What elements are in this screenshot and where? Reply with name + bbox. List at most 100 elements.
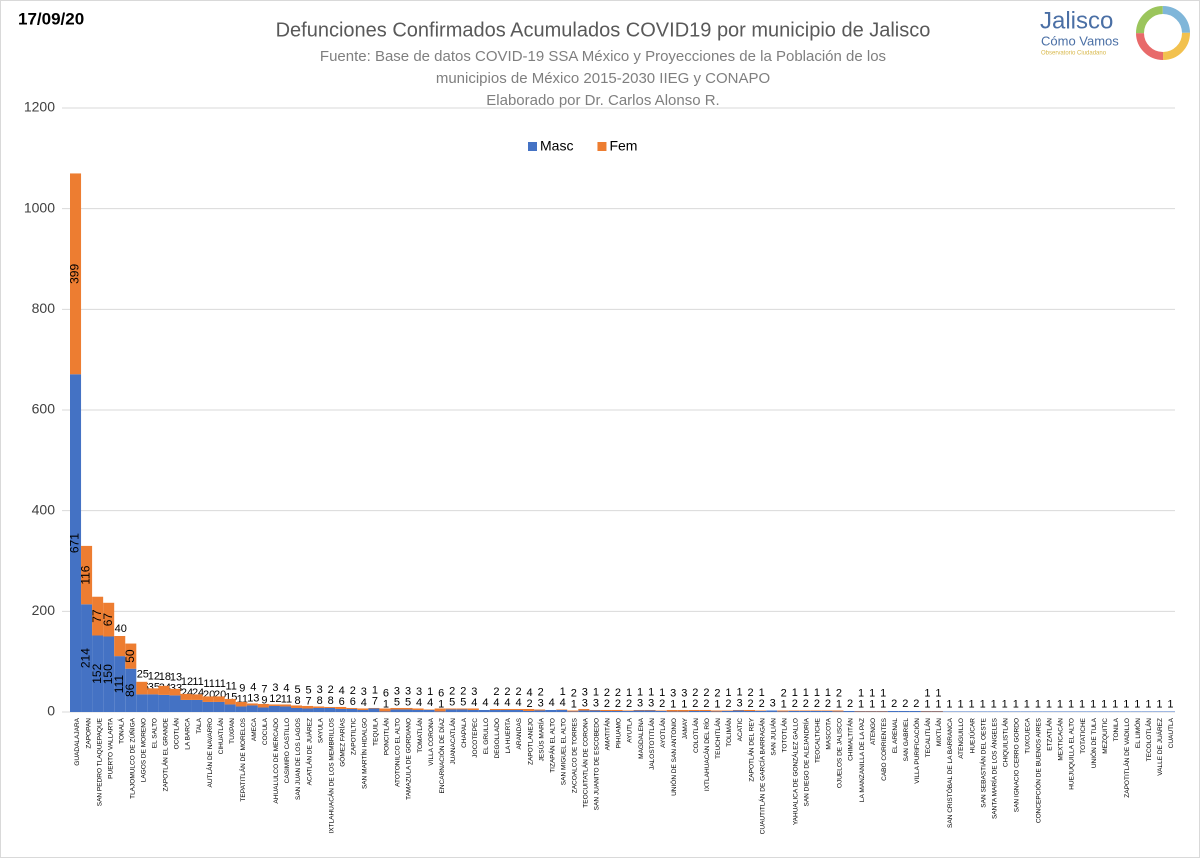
bar-segment <box>246 705 258 712</box>
x-tick-label: EL ARENAL <box>892 718 899 754</box>
x-tick-label: LA MANZANILLA DE LA PAZ <box>859 718 866 802</box>
value-label: 2 <box>328 684 334 696</box>
bar-segment <box>534 710 546 712</box>
bar-segment <box>81 545 93 605</box>
value-label: 4 <box>515 697 521 709</box>
value-label: 4 <box>493 697 499 709</box>
value-label: 50 <box>123 649 137 663</box>
logo-tagline: Cómo Vamos <box>1041 33 1119 48</box>
value-label: 1 <box>1057 698 1063 710</box>
y-tick-label: 200 <box>32 602 56 618</box>
value-label: 8 <box>317 695 323 707</box>
bar-segment <box>987 711 999 712</box>
value-label: 4 <box>560 697 566 709</box>
x-tick-label: SAN GABRIEL <box>903 718 910 762</box>
x-tick-label: GÓMEZ FARÍAS <box>337 717 346 766</box>
value-label: 6 <box>383 687 389 699</box>
bar-segment <box>180 693 192 700</box>
x-tick-label: ZAPOTLÁN DEL REY <box>746 717 755 781</box>
value-label: 2 <box>792 698 798 710</box>
x-tick-label: SAN IGNACIO CERRO GORDO <box>1013 718 1020 812</box>
value-label: 1 <box>969 698 975 710</box>
bar-segment <box>235 706 247 712</box>
bar-segment <box>279 706 291 712</box>
x-tick-label: SANTA MARÍA DE LOS ÁNGELES <box>989 717 998 819</box>
value-label: 1 <box>372 684 378 696</box>
bar-segment <box>202 701 214 712</box>
bar-segment <box>390 707 402 710</box>
x-tick-label: VALLE DE JUÁREZ <box>1155 718 1164 776</box>
bar-segment <box>876 711 888 712</box>
value-label: 2 <box>847 698 853 710</box>
x-tick-label: COCULA <box>262 717 269 745</box>
bar-segment <box>279 704 291 707</box>
value-label: 25 <box>137 669 149 681</box>
logo-ring <box>1136 6 1190 60</box>
bar-segment <box>257 707 269 712</box>
bar-segment <box>710 710 722 712</box>
bar-segment <box>467 708 479 710</box>
x-tick-label: JOCOTEPEC <box>472 718 479 758</box>
x-tick-label: IXTLAHUACÁN DE LOS MEMBRILLOS <box>326 717 335 833</box>
x-tick-label: TECALITLÁN <box>923 718 932 758</box>
value-label: 3 <box>770 697 776 709</box>
value-label: 13 <box>247 692 259 704</box>
x-tick-label: ETZATLÁN <box>1045 718 1054 751</box>
x-tick-label: SAN DIEGO DE ALEJANDRÍA <box>802 717 811 806</box>
x-tick-label: IXTLAHUACÁN DEL RÍO <box>702 718 711 791</box>
x-tick-label: CABO CORRIENTES <box>881 717 888 781</box>
value-label: 2 <box>759 698 765 710</box>
y-tick-label: 600 <box>32 401 56 417</box>
value-label: 9 <box>261 694 267 706</box>
bar-segment <box>556 709 568 710</box>
bar-segment <box>1163 711 1175 712</box>
y-tick-label: 1200 <box>24 99 55 115</box>
bar-segment <box>390 709 402 712</box>
bar-segment <box>324 707 336 712</box>
bar-segment <box>633 709 645 711</box>
x-tick-label: CUAUTLA <box>1168 717 1175 748</box>
bar-segment <box>357 708 369 710</box>
bar-segment <box>434 708 446 712</box>
value-label: 399 <box>68 264 82 284</box>
bar-segment <box>268 704 280 706</box>
value-label: 3 <box>670 687 676 699</box>
x-tick-label: TEOCUITATLÁN DE CORONA <box>581 717 590 807</box>
value-label: 1 <box>880 698 886 710</box>
bar-segment <box>843 710 855 712</box>
value-label: 2 <box>460 685 466 697</box>
value-label: 3 <box>394 685 400 697</box>
x-tick-label: TONALÁ <box>116 717 125 744</box>
value-label: 1 <box>593 686 599 698</box>
bar-segment <box>799 710 811 712</box>
x-tick-label: ARANDAS <box>516 717 523 749</box>
bar-segment <box>744 710 756 712</box>
x-tick-label: AYOTLÁN <box>658 718 667 748</box>
x-tick-label: EL LIMÓN <box>1133 718 1142 748</box>
subtitle: Fuente: Base de datos COVID-19 SSA Méxic… <box>320 48 886 65</box>
value-label: 1 <box>1068 698 1074 710</box>
x-tick-label: LAGOS DE MORENO <box>141 718 148 782</box>
value-label: 2 <box>527 698 533 710</box>
bar-segment <box>721 710 733 712</box>
x-tick-label: ATENGUILLO <box>958 718 965 759</box>
bar-segment <box>379 708 391 712</box>
bar-segment <box>202 696 214 702</box>
value-label: 1 <box>670 698 676 710</box>
bar-segment <box>1086 711 1098 712</box>
bar-segment <box>688 710 700 712</box>
bar-segment <box>313 706 325 708</box>
logo-ring <box>1136 6 1190 60</box>
bar-segment <box>589 710 601 712</box>
value-label: 1 <box>438 698 444 710</box>
bar-segment <box>1108 711 1120 712</box>
value-label: 11 <box>192 676 203 688</box>
value-label: 1 <box>946 698 952 710</box>
value-label: 6 <box>438 687 444 699</box>
value-label: 2 <box>538 686 544 698</box>
value-label: 1 <box>836 698 842 710</box>
value-label: 2 <box>615 698 621 710</box>
value-label: 2 <box>913 698 919 710</box>
bar-segment <box>224 698 236 705</box>
bar-segment <box>257 703 269 708</box>
